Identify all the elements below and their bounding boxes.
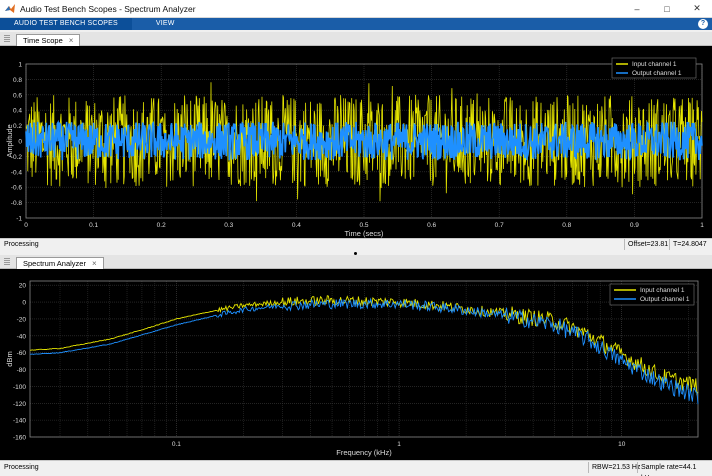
- y-tick-label: 0.6: [13, 92, 22, 99]
- matlab-icon: [5, 3, 15, 13]
- y-tick-label: -1: [16, 216, 22, 223]
- y-tick-label: 0.4: [13, 108, 22, 115]
- minimize-button[interactable]: –: [634, 3, 640, 14]
- x-tick-label: 0.1: [89, 222, 98, 229]
- legend-label: Input channel 1: [632, 61, 677, 68]
- x-axis-label: Frequency (kHz): [336, 448, 392, 457]
- legend: Input channel 1 Output channel 1: [611, 57, 697, 79]
- legend-box: [611, 57, 697, 79]
- x-tick-label: 0.1: [172, 441, 181, 448]
- x-tick-label: 0.4: [292, 222, 301, 229]
- y-tick-label: -80: [17, 367, 27, 374]
- input-channel-line: [25, 82, 703, 202]
- y-tick-label: 0: [18, 139, 22, 146]
- rbw-readout: RBW=21.53 Hz: [588, 462, 643, 473]
- close-button[interactable]: ✕: [693, 3, 701, 13]
- y-tick-label: -0.6: [11, 185, 23, 192]
- offset-readout: Offset=23.81: [624, 239, 671, 250]
- tab-time-scope[interactable]: Time Scope ×: [16, 34, 81, 46]
- x-tick-label: 0.6: [427, 222, 436, 229]
- y-axis-label: dBm: [5, 351, 14, 366]
- spectrum-chart[interactable]: 0.1 1 10 20 0 -20 -40 -60 -80 -100 -120 -140 -160 dBm…: [0, 269, 712, 460]
- splitter-handle[interactable]: [354, 252, 357, 255]
- status-text: Processing: [4, 241, 39, 248]
- time-readout: T=24.8047: [669, 239, 710, 250]
- x-tick-label: 0.9: [630, 222, 639, 229]
- spectrum-statusbar: Processing RBW=21.53 Hz Sample rate=44.1…: [0, 460, 712, 476]
- status-text: Processing: [4, 464, 39, 471]
- y-tick-label: -160: [13, 435, 26, 442]
- window-titlebar: Audio Test Bench Scopes - Spectrum Analy…: [0, 0, 712, 18]
- window-title: Audio Test Bench Scopes - Spectrum Analy…: [20, 3, 196, 14]
- legend-label: Input channel 1: [640, 287, 685, 294]
- x-tick-label: 0.5: [359, 222, 368, 229]
- maximize-button[interactable]: □: [664, 3, 670, 14]
- sample-rate-readout: Sample rate=44.1 kHz: [637, 462, 712, 476]
- y-tick-label: -100: [13, 384, 26, 391]
- y-tick-label: -40: [17, 333, 27, 340]
- legend: Input channel 1 Output channel 1: [609, 283, 695, 306]
- x-tick-label: 0: [24, 222, 28, 229]
- time-scope-statusbar: Processing Offset=23.81 T=24.8047: [0, 238, 712, 250]
- y-tick-label: 0.8: [13, 77, 22, 84]
- close-icon[interactable]: ×: [91, 259, 97, 268]
- x-tick-label: 0.7: [495, 222, 504, 229]
- output-channel-line: [25, 119, 703, 162]
- y-tick-label: -0.4: [11, 169, 23, 176]
- x-tick-label: 1: [397, 441, 401, 448]
- tab-time-scope-label: Time Scope: [23, 36, 63, 45]
- time-scope-tab-strip: Time Scope ×: [0, 32, 712, 46]
- x-tick-label: 0.2: [157, 222, 166, 229]
- x-tick-label: 1: [700, 222, 704, 229]
- tab-audio-test-bench-scopes[interactable]: AUDIO TEST BENCH SCOPES: [0, 18, 132, 30]
- y-tick-label: 0: [22, 300, 26, 307]
- y-tick-label: 0.2: [13, 123, 22, 130]
- y-tick-label: -140: [13, 418, 26, 425]
- y-tick-label: -60: [17, 350, 27, 357]
- x-tick-label: 0.8: [562, 222, 571, 229]
- tab-view[interactable]: VIEW: [155, 20, 175, 27]
- y-tick-label: -0.8: [11, 200, 23, 207]
- tab-spectrum-analyzer[interactable]: Spectrum Analyzer ×: [16, 257, 104, 269]
- x-axis-label: Time (secs): [345, 229, 384, 238]
- legend-label: Output channel 1: [640, 296, 690, 303]
- plot-frame: [29, 280, 699, 438]
- y-tick-label: -0.2: [11, 154, 23, 161]
- x-tick-label: 10: [618, 441, 626, 448]
- y-tick-label: -20: [17, 316, 27, 323]
- legend-label: Output channel 1: [632, 70, 682, 77]
- drag-grip-icon[interactable]: [4, 258, 10, 266]
- input-channel-line: [30, 295, 699, 396]
- close-icon[interactable]: ×: [68, 36, 74, 45]
- y-tick-label: -120: [13, 401, 26, 408]
- x-tick-label: 0.3: [224, 222, 233, 229]
- help-icon[interactable]: ?: [698, 19, 708, 29]
- spectrum-tab-strip: Spectrum Analyzer ×: [0, 255, 712, 269]
- drag-grip-icon[interactable]: [4, 35, 10, 43]
- y-tick-label: 1: [18, 62, 22, 69]
- y-tick-label: 20: [19, 283, 27, 290]
- y-axis-label: Amplitude: [5, 124, 14, 157]
- ribbon-tab-strip: AUDIO TEST BENCH SCOPES VIEW ?: [0, 18, 712, 30]
- output-channel-line: [29, 297, 699, 405]
- time-scope-chart[interactable]: 0 0.1 0.2 0.3 0.4 0.5 0.6 0.7 0.8 0.9 1 1 0.8 0.6 0.4 0…: [0, 46, 712, 238]
- tab-spectrum-analyzer-label: Spectrum Analyzer: [23, 259, 86, 268]
